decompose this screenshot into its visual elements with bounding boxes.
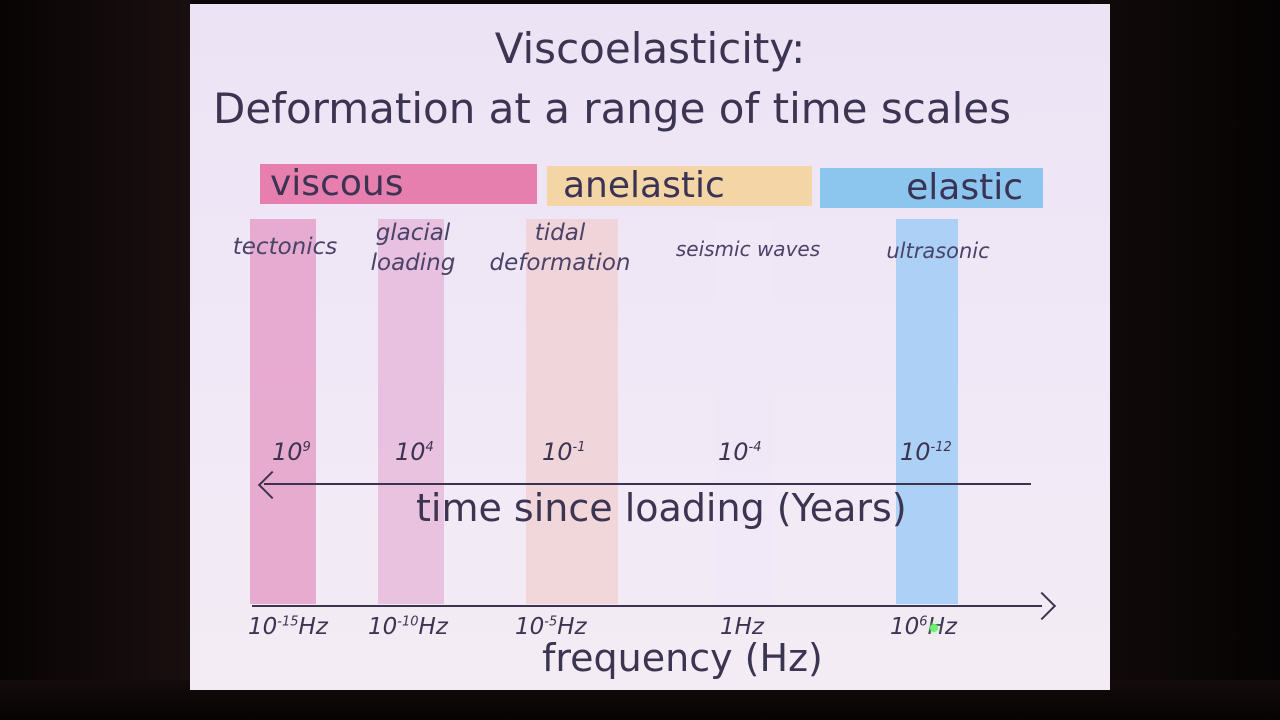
slide-title: Viscoelasticity:	[494, 24, 806, 73]
room-background-left	[0, 0, 190, 720]
frequency-axis-line	[252, 605, 1042, 607]
tidal-label-line1: tidal	[534, 220, 586, 246]
frequency-tick: 10-15Hz	[248, 614, 328, 640]
tidal-deformation-column	[526, 219, 618, 604]
time-tick: 109	[272, 438, 311, 466]
time-tick: 10-4	[718, 438, 762, 466]
viscous-band: viscous	[260, 164, 537, 204]
glacial-loading-label: glacial loading	[358, 218, 468, 278]
glacial-label-line2: loading	[370, 250, 456, 276]
room-background-right	[1090, 0, 1280, 720]
projected-slide: Viscoelasticity: Deformation at a range …	[190, 4, 1110, 690]
ultrasonic-column	[896, 219, 958, 604]
frequency-tick: 10-5Hz	[515, 614, 587, 640]
seismic-waves-column	[714, 219, 774, 604]
frequency-tick: 1Hz	[720, 614, 765, 640]
glacial-label-line1: glacial	[375, 220, 451, 246]
elastic-band: elastic	[820, 168, 1043, 208]
ultrasonic-label: ultrasonic	[886, 239, 990, 263]
tectonics-label: tectonics	[232, 234, 338, 260]
time-tick: 10-1	[542, 438, 586, 466]
slide-subtitle: Deformation at a range of time scales	[213, 84, 1011, 133]
time-axis-line	[264, 483, 1031, 485]
tidal-deformation-label: tidal deformation	[480, 218, 640, 278]
tidal-label-line2: deformation	[489, 250, 631, 276]
frequency-tick: 10-10Hz	[368, 614, 448, 640]
time-tick: 104	[395, 438, 434, 466]
time-axis-label: time since loading (Years)	[416, 486, 907, 530]
seismic-waves-label: seismic waves	[675, 237, 821, 261]
right-arrow-icon	[1027, 591, 1057, 621]
anelastic-band: anelastic	[547, 166, 812, 206]
laser-pointer-dot	[930, 624, 938, 632]
time-tick: 10-12	[900, 438, 952, 466]
frequency-tick: 106Hz	[890, 614, 957, 640]
glacial-loading-column	[378, 219, 444, 604]
tectonics-column	[250, 219, 316, 604]
frequency-axis-label: frequency (Hz)	[542, 636, 823, 680]
